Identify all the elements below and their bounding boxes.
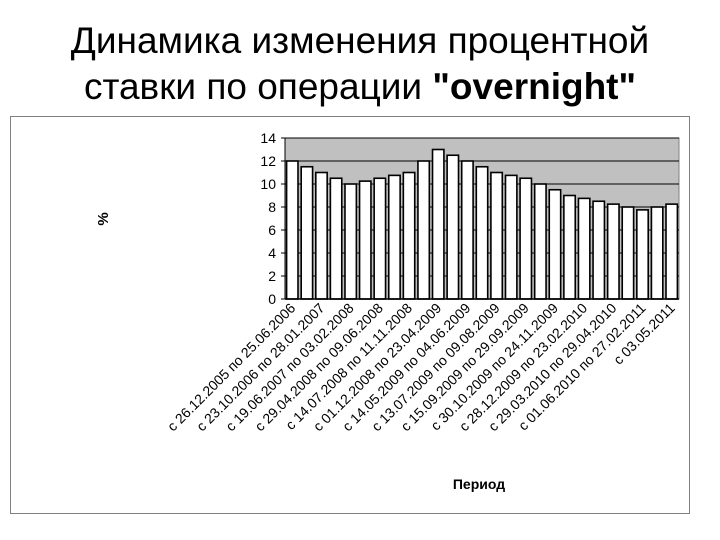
- bar: [533, 183, 547, 300]
- y-axis: 0 2 4 6 8 10 12 14: [260, 130, 286, 307]
- y-axis-label: %: [95, 212, 112, 225]
- chart-area: 0 2 4 6 8 10 12 14 с 26.12.2005 по 25.06.2006 с …: [10, 116, 690, 514]
- bar: [563, 194, 577, 300]
- bar: [344, 183, 358, 300]
- title-line-2-text: ставки по операции: [83, 66, 433, 107]
- y-tick-label: 4: [268, 245, 276, 261]
- x-axis-label: Период: [453, 476, 505, 492]
- bar: [431, 148, 445, 300]
- bar: [285, 160, 299, 300]
- bar: [329, 177, 343, 300]
- y-tick-label: 10: [260, 176, 276, 192]
- bar-chart: 0 2 4 6 8 10 12 14 с 26.12.2005 по 25.06.2006с …: [95, 130, 680, 492]
- bar: [358, 180, 372, 300]
- slide-title: Динамика изменения процентной ставки по …: [0, 18, 720, 110]
- bar: [446, 154, 460, 300]
- bar: [577, 197, 591, 300]
- y-tick-label: 12: [260, 153, 276, 169]
- bar: [621, 206, 635, 300]
- y-tick-label: 8: [268, 199, 276, 215]
- bar: [460, 160, 474, 300]
- bar: [475, 165, 489, 300]
- bar: [650, 206, 664, 300]
- bar: [548, 188, 562, 300]
- bar: [665, 203, 679, 300]
- title-line-2: ставки по операции "overnight": [0, 64, 720, 110]
- bar: [417, 160, 431, 300]
- bar: [314, 171, 328, 300]
- y-tick-label: 14: [260, 130, 276, 146]
- y-tick-label: 6: [268, 222, 276, 238]
- bar: [606, 203, 620, 300]
- bar: [402, 171, 416, 300]
- bar: [373, 177, 387, 300]
- bar: [519, 177, 533, 300]
- y-tick-label: 2: [268, 268, 276, 284]
- title-line-1: Динамика изменения процентной: [70, 20, 650, 61]
- bar: [490, 171, 504, 300]
- bar: [592, 200, 606, 300]
- bar: [300, 165, 314, 300]
- bar: [636, 209, 650, 300]
- title-line-2-quoted: "overnight": [432, 66, 637, 107]
- y-tick-label: 0: [268, 291, 276, 307]
- bar: [504, 174, 518, 300]
- bar: [387, 174, 401, 300]
